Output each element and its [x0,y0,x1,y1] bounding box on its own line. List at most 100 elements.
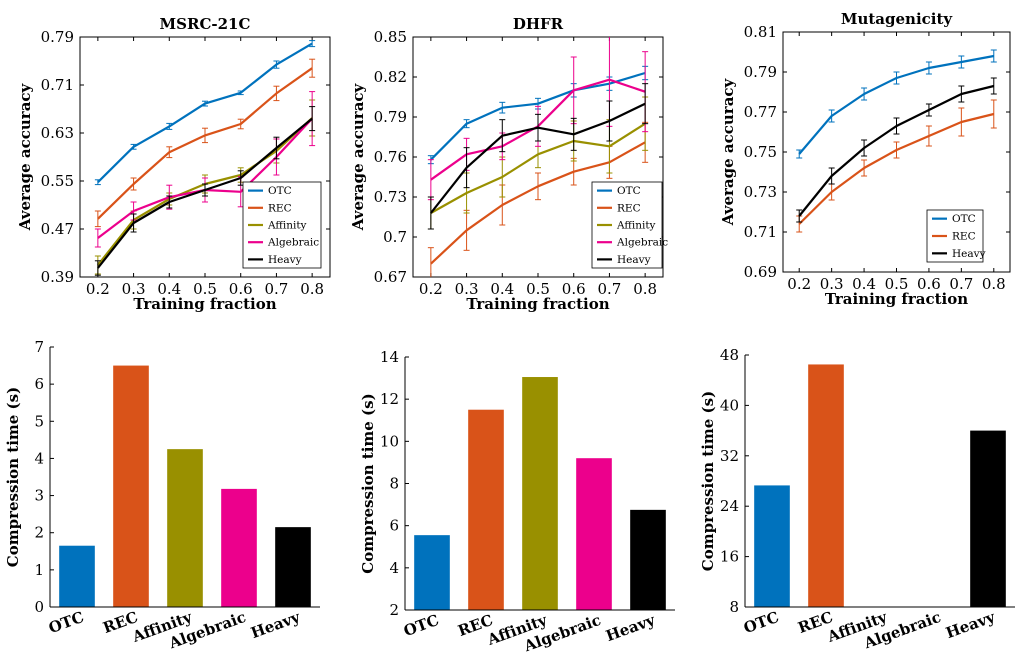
y-tick-label: 0.39 [41,268,74,286]
category-label: OTC [46,608,86,637]
legend-label: Affinity [616,220,656,232]
y-tick-label: 0.81 [744,23,777,41]
y-tick-label: 0.79 [41,28,74,46]
y-tick-label: 0.75 [744,143,777,161]
x-axis-label: Training fraction [466,295,609,313]
legend-label: REC [952,231,976,243]
category-label: OTC [401,611,441,640]
x-tick-label: 0.5 [193,280,217,298]
legend-label: REC [268,202,292,214]
series-line [798,54,995,155]
bar-heavy [970,430,1006,607]
legend-label: Affinity [267,220,307,232]
series-line [798,112,995,225]
bar-algebraic [221,488,257,607]
series-heavy [796,77,997,223]
bar-algebraic [576,458,612,610]
bar-otc [59,545,95,607]
x-tick-label: 0.3 [122,280,146,298]
x-tick-label: 0.2 [419,280,443,298]
y-tick-label: 6 [389,517,399,535]
series-line [430,122,646,214]
plot-area [796,49,997,233]
y-tick-label: 0.79 [374,108,407,126]
bar-rec [808,364,844,607]
x-tick-label: 0.8 [300,280,324,298]
series-line [97,42,313,183]
chart-title: Mutagenicity [841,10,954,28]
x-tick-label: 0.3 [820,275,844,293]
legend-label: OTC [617,185,641,197]
y-tick-label: 0.63 [41,124,74,142]
y-tick-label: 0.69 [744,263,777,281]
y-tick-label: 7 [34,338,44,356]
y-tick-label: 0.77 [744,103,777,121]
y-tick-label: 0 [34,598,44,616]
x-tick-label: 0.5 [885,275,909,293]
bar-rec [468,409,504,610]
x-tick-label: 0.2 [86,280,110,298]
plot-area [94,40,316,276]
series-otc [796,49,997,159]
y-tick-label: 48 [720,346,739,364]
y-tick-label: 4 [389,559,399,577]
y-axis-label: Average accuracy [16,82,34,231]
x-tick-label: 0.4 [852,275,876,293]
x-tick-label: 0.4 [157,280,181,298]
y-axis-label: Compression time (s) [699,391,717,571]
y-axis-label: Average accuracy [719,77,737,226]
legend-label: Heavy [268,254,302,266]
x-tick-label: 0.7 [264,280,288,298]
x-tick-label: 0.6 [562,280,586,298]
chart-title: MSRC-21C [160,15,251,33]
series-line [798,84,995,217]
y-tick-label: 0.82 [374,68,407,86]
y-tick-label: 14 [380,348,399,366]
line-chart-2: DHFR 0.67 0.7 0.73 0.76 0.79 0.82 0.85 0.2 0.3 0.4… [349,15,668,313]
legend-label: REC [617,202,641,214]
y-tick-label: 2 [34,524,44,542]
y-tick-label: 0.85 [374,28,407,46]
x-tick-label: 0.7 [597,280,621,298]
y-axis-label: Average accuracy [349,82,367,231]
y-tick-label: 10 [380,432,399,450]
x-tick-label: 0.7 [949,275,973,293]
y-tick-label: 40 [720,396,739,414]
legend-label: OTC [952,213,976,225]
y-tick-label: 0.55 [41,172,74,190]
legend: OTC REC Affinity Algebraic Heavy [591,181,668,269]
line-chart-3: Mutagenicity 0.69 0.71 0.73 0.75 0.77 0.79 0.81… [719,10,1011,308]
y-tick-label: 0.73 [744,183,777,201]
y-tick-label: 2 [389,601,399,619]
bar-affinity [522,377,558,610]
series-line [430,102,646,214]
y-tick-label: 0.7 [383,228,407,246]
y-tick-label: 4 [34,449,44,467]
x-tick-label: 0.3 [455,280,479,298]
series-rec [94,58,316,228]
category-label: Heavy [248,607,303,642]
y-tick-label: 0.67 [374,268,407,286]
y-axis-label: Compression time (s) [359,393,377,573]
series-rec [796,99,997,233]
y-tick-label: 1 [34,561,44,579]
x-axis-label: Training fraction [133,295,276,313]
y-tick-label: 8 [729,598,739,616]
y-axis-label: Compression time (s) [4,387,22,567]
legend-label: Algebraic [616,237,668,249]
y-tick-label: 32 [720,447,739,465]
series-line [97,117,313,269]
y-tick-label: 5 [34,412,44,430]
line-chart-1: MSRC-21C 0.39 0.47 0.55 0.63 0.71 0.79 0.2 0.3 0.… [16,15,331,313]
category-label: Heavy [943,607,998,642]
x-tick-label: 0.2 [787,275,811,293]
x-tick-label: 0.6 [917,275,941,293]
bar-heavy [630,509,666,610]
y-tick-label: 0.71 [41,76,74,94]
y-tick-label: 6 [34,375,44,393]
x-tick-label: 0.6 [229,280,253,298]
legend: OTC REC Affinity Algebraic Heavy [242,181,322,269]
